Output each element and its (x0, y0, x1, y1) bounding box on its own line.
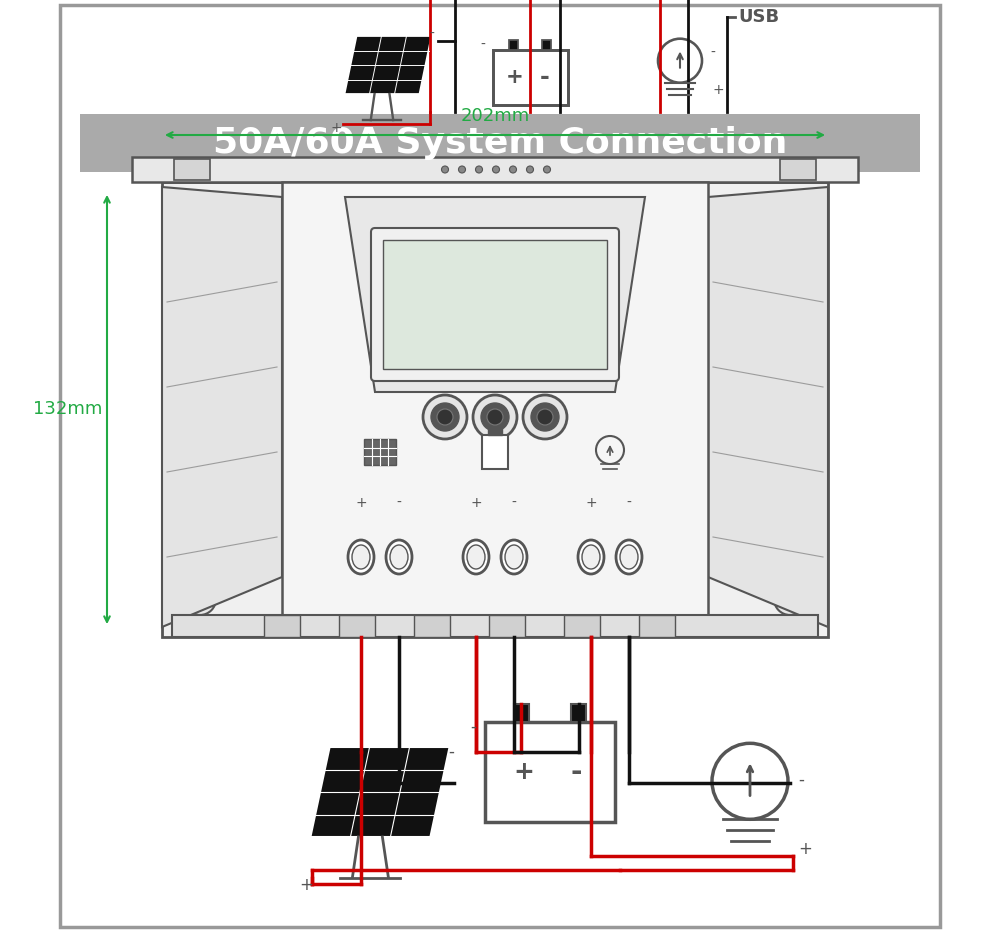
Bar (488, 428, 502, 435)
Bar (162, 182, 828, 637)
Text: USB: USB (738, 8, 779, 26)
Bar (60, 5, 940, 927)
Bar (383, 240, 607, 369)
Polygon shape (708, 187, 828, 627)
Bar (514, 704, 529, 722)
Text: -: - (798, 771, 804, 788)
Polygon shape (345, 197, 645, 392)
Polygon shape (344, 36, 432, 94)
Text: +: + (299, 875, 313, 894)
Ellipse shape (582, 545, 600, 569)
Circle shape (481, 403, 509, 431)
Bar (542, 39, 551, 49)
Bar (80, 114, 920, 172)
Circle shape (537, 409, 553, 425)
Text: +: + (506, 67, 524, 87)
Text: -: - (540, 65, 550, 89)
Ellipse shape (390, 545, 408, 569)
Circle shape (184, 204, 216, 236)
Text: +: + (585, 496, 597, 510)
Circle shape (774, 204, 806, 236)
Text: +: + (712, 83, 724, 98)
Text: -: - (512, 496, 516, 510)
Polygon shape (162, 187, 282, 627)
Ellipse shape (386, 540, 412, 574)
Bar (282, 182, 708, 617)
Bar (264, 615, 300, 637)
Circle shape (781, 590, 799, 608)
FancyBboxPatch shape (371, 228, 619, 381)
Bar (509, 39, 518, 49)
Bar (639, 615, 675, 637)
Circle shape (544, 166, 550, 173)
Text: -: - (480, 37, 485, 51)
Ellipse shape (352, 545, 370, 569)
Circle shape (476, 166, 482, 173)
Bar (132, 157, 858, 182)
Text: -: - (570, 758, 582, 786)
Circle shape (492, 166, 500, 173)
Circle shape (184, 583, 216, 615)
Text: +: + (470, 496, 482, 510)
Text: +: + (355, 496, 367, 510)
Circle shape (531, 403, 559, 431)
Ellipse shape (348, 540, 374, 574)
Circle shape (191, 590, 209, 608)
Bar (174, 159, 210, 180)
Bar (172, 615, 818, 637)
Circle shape (774, 583, 806, 615)
Bar (482, 435, 508, 469)
Bar (564, 615, 600, 637)
Text: -: - (627, 496, 631, 510)
Text: 202mm: 202mm (460, 107, 530, 125)
Text: -: - (430, 27, 434, 41)
Bar (485, 722, 615, 822)
Text: 132mm: 132mm (33, 401, 102, 418)
Ellipse shape (501, 540, 527, 574)
Text: +: + (798, 840, 812, 857)
Ellipse shape (620, 545, 638, 569)
Bar (780, 159, 816, 180)
Text: 50A/60A System Connection: 50A/60A System Connection (213, 126, 787, 160)
Ellipse shape (578, 540, 604, 574)
Circle shape (510, 166, 516, 173)
Circle shape (442, 166, 448, 173)
Circle shape (523, 395, 567, 439)
Circle shape (473, 395, 517, 439)
Circle shape (458, 166, 466, 173)
Ellipse shape (463, 540, 489, 574)
Ellipse shape (467, 545, 485, 569)
Circle shape (487, 409, 503, 425)
Circle shape (437, 409, 453, 425)
Text: -: - (470, 718, 476, 736)
Bar (489, 615, 525, 637)
Bar (571, 704, 586, 722)
Circle shape (191, 211, 209, 229)
Bar (492, 49, 568, 104)
Bar (339, 615, 375, 637)
Circle shape (781, 211, 799, 229)
Circle shape (431, 403, 459, 431)
Ellipse shape (505, 545, 523, 569)
Bar (414, 615, 450, 637)
Ellipse shape (616, 540, 642, 574)
Text: -: - (448, 743, 454, 761)
Circle shape (423, 395, 467, 439)
Text: +: + (514, 760, 534, 784)
Text: +: + (331, 121, 342, 135)
Polygon shape (310, 747, 450, 837)
Circle shape (526, 166, 534, 173)
Text: -: - (397, 496, 401, 510)
Bar (364, 439, 396, 465)
Text: -: - (710, 46, 715, 60)
